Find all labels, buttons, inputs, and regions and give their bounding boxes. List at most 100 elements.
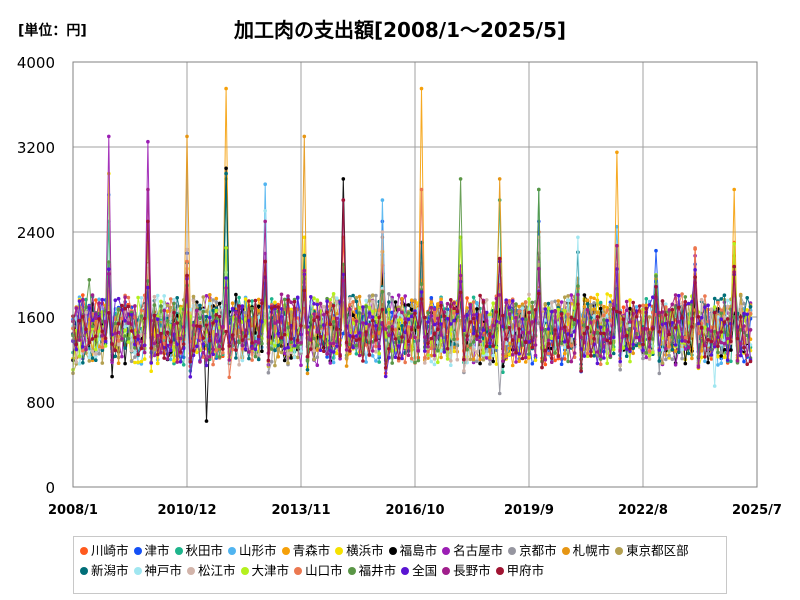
data-point: [318, 324, 323, 329]
legend-swatch: [388, 547, 397, 555]
data-point: [367, 299, 372, 303]
data-point: [664, 305, 668, 309]
data-point: [374, 293, 378, 298]
data-point: [221, 350, 225, 355]
data-point: [149, 361, 153, 365]
data-point: [77, 338, 82, 342]
data-point: [523, 300, 528, 305]
data-point: [735, 336, 740, 341]
data-point: [276, 331, 281, 336]
data-point: [172, 361, 176, 366]
data-point: [282, 346, 287, 351]
data-point: [618, 367, 622, 372]
legend-item: 甲府市: [495, 561, 544, 581]
data-point: [709, 357, 714, 361]
legend-swatch: [80, 547, 88, 555]
data-point: [719, 340, 723, 345]
data-point: [123, 346, 127, 350]
data-point: [530, 300, 535, 305]
data-point: [276, 343, 281, 348]
data-point: [605, 308, 609, 313]
data-point: [240, 304, 245, 308]
data-point: [699, 297, 704, 302]
data-point: [426, 311, 430, 315]
data-point: [543, 362, 548, 367]
data-point: [523, 355, 528, 360]
data-point: [243, 311, 248, 315]
legend-label: 山口市: [305, 563, 343, 578]
data-point: [129, 329, 134, 333]
data-point: [234, 292, 238, 297]
data-point: [367, 311, 372, 315]
data-point: [514, 315, 518, 320]
data-point: [598, 362, 603, 367]
data-point: [351, 300, 355, 304]
data-point: [116, 321, 121, 326]
data-point: [439, 300, 443, 305]
data-point: [123, 319, 127, 323]
data-point: [491, 359, 496, 364]
data-point: [465, 357, 469, 362]
data-point: [582, 293, 587, 297]
legend-swatch: [187, 567, 196, 575]
data-point: [139, 296, 144, 300]
legend-item: 新潟市: [80, 561, 129, 581]
data-point: [484, 319, 489, 323]
data-point: [589, 334, 593, 339]
data-point: [475, 350, 479, 354]
data-point: [413, 360, 417, 365]
data-point: [608, 318, 613, 322]
data-point: [100, 348, 105, 353]
data-point: [74, 306, 79, 311]
data-point: [315, 330, 320, 334]
data-point: [488, 332, 492, 336]
data-point: [455, 309, 460, 314]
data-point: [569, 359, 574, 364]
data-point: [123, 295, 127, 300]
data-point: [683, 339, 688, 343]
data-point: [439, 322, 443, 326]
data-point: [712, 344, 717, 349]
data-point: [191, 294, 196, 299]
data-point: [100, 297, 105, 302]
data-point: [97, 297, 101, 302]
data-point: [517, 327, 521, 331]
data-point: [429, 359, 434, 364]
data-point: [367, 323, 372, 327]
data-point: [201, 309, 206, 314]
data-point: [738, 304, 743, 309]
data-point: [719, 297, 723, 301]
data-point: [325, 352, 329, 356]
data-point: [188, 360, 193, 364]
data-point: [240, 338, 245, 343]
data-point: [214, 308, 219, 313]
data-point: [468, 320, 473, 324]
data-point: [530, 361, 535, 366]
data-point: [354, 295, 359, 300]
data-point: [576, 292, 580, 297]
x-tick-label: 2008/1: [48, 503, 98, 518]
data-point: [387, 325, 391, 329]
data-point: [299, 363, 303, 368]
data-point: [716, 344, 720, 349]
data-point: [703, 294, 707, 298]
data-point: [624, 333, 629, 338]
data-point: [533, 358, 538, 363]
data-point: [670, 302, 675, 307]
data-point: [162, 331, 166, 335]
data-point: [458, 177, 463, 181]
data-point: [449, 327, 453, 332]
data-point: [400, 296, 404, 301]
data-point: [491, 301, 496, 306]
data-point: [523, 317, 528, 322]
data-point: [556, 354, 561, 358]
data-point: [256, 353, 261, 357]
data-point: [423, 315, 427, 320]
data-point: [299, 349, 303, 353]
data-point: [354, 319, 359, 324]
data-point: [256, 340, 261, 345]
x-tick-label: 2010/12: [157, 503, 216, 518]
data-point: [566, 312, 570, 317]
data-point: [139, 308, 144, 313]
data-point: [563, 339, 567, 344]
